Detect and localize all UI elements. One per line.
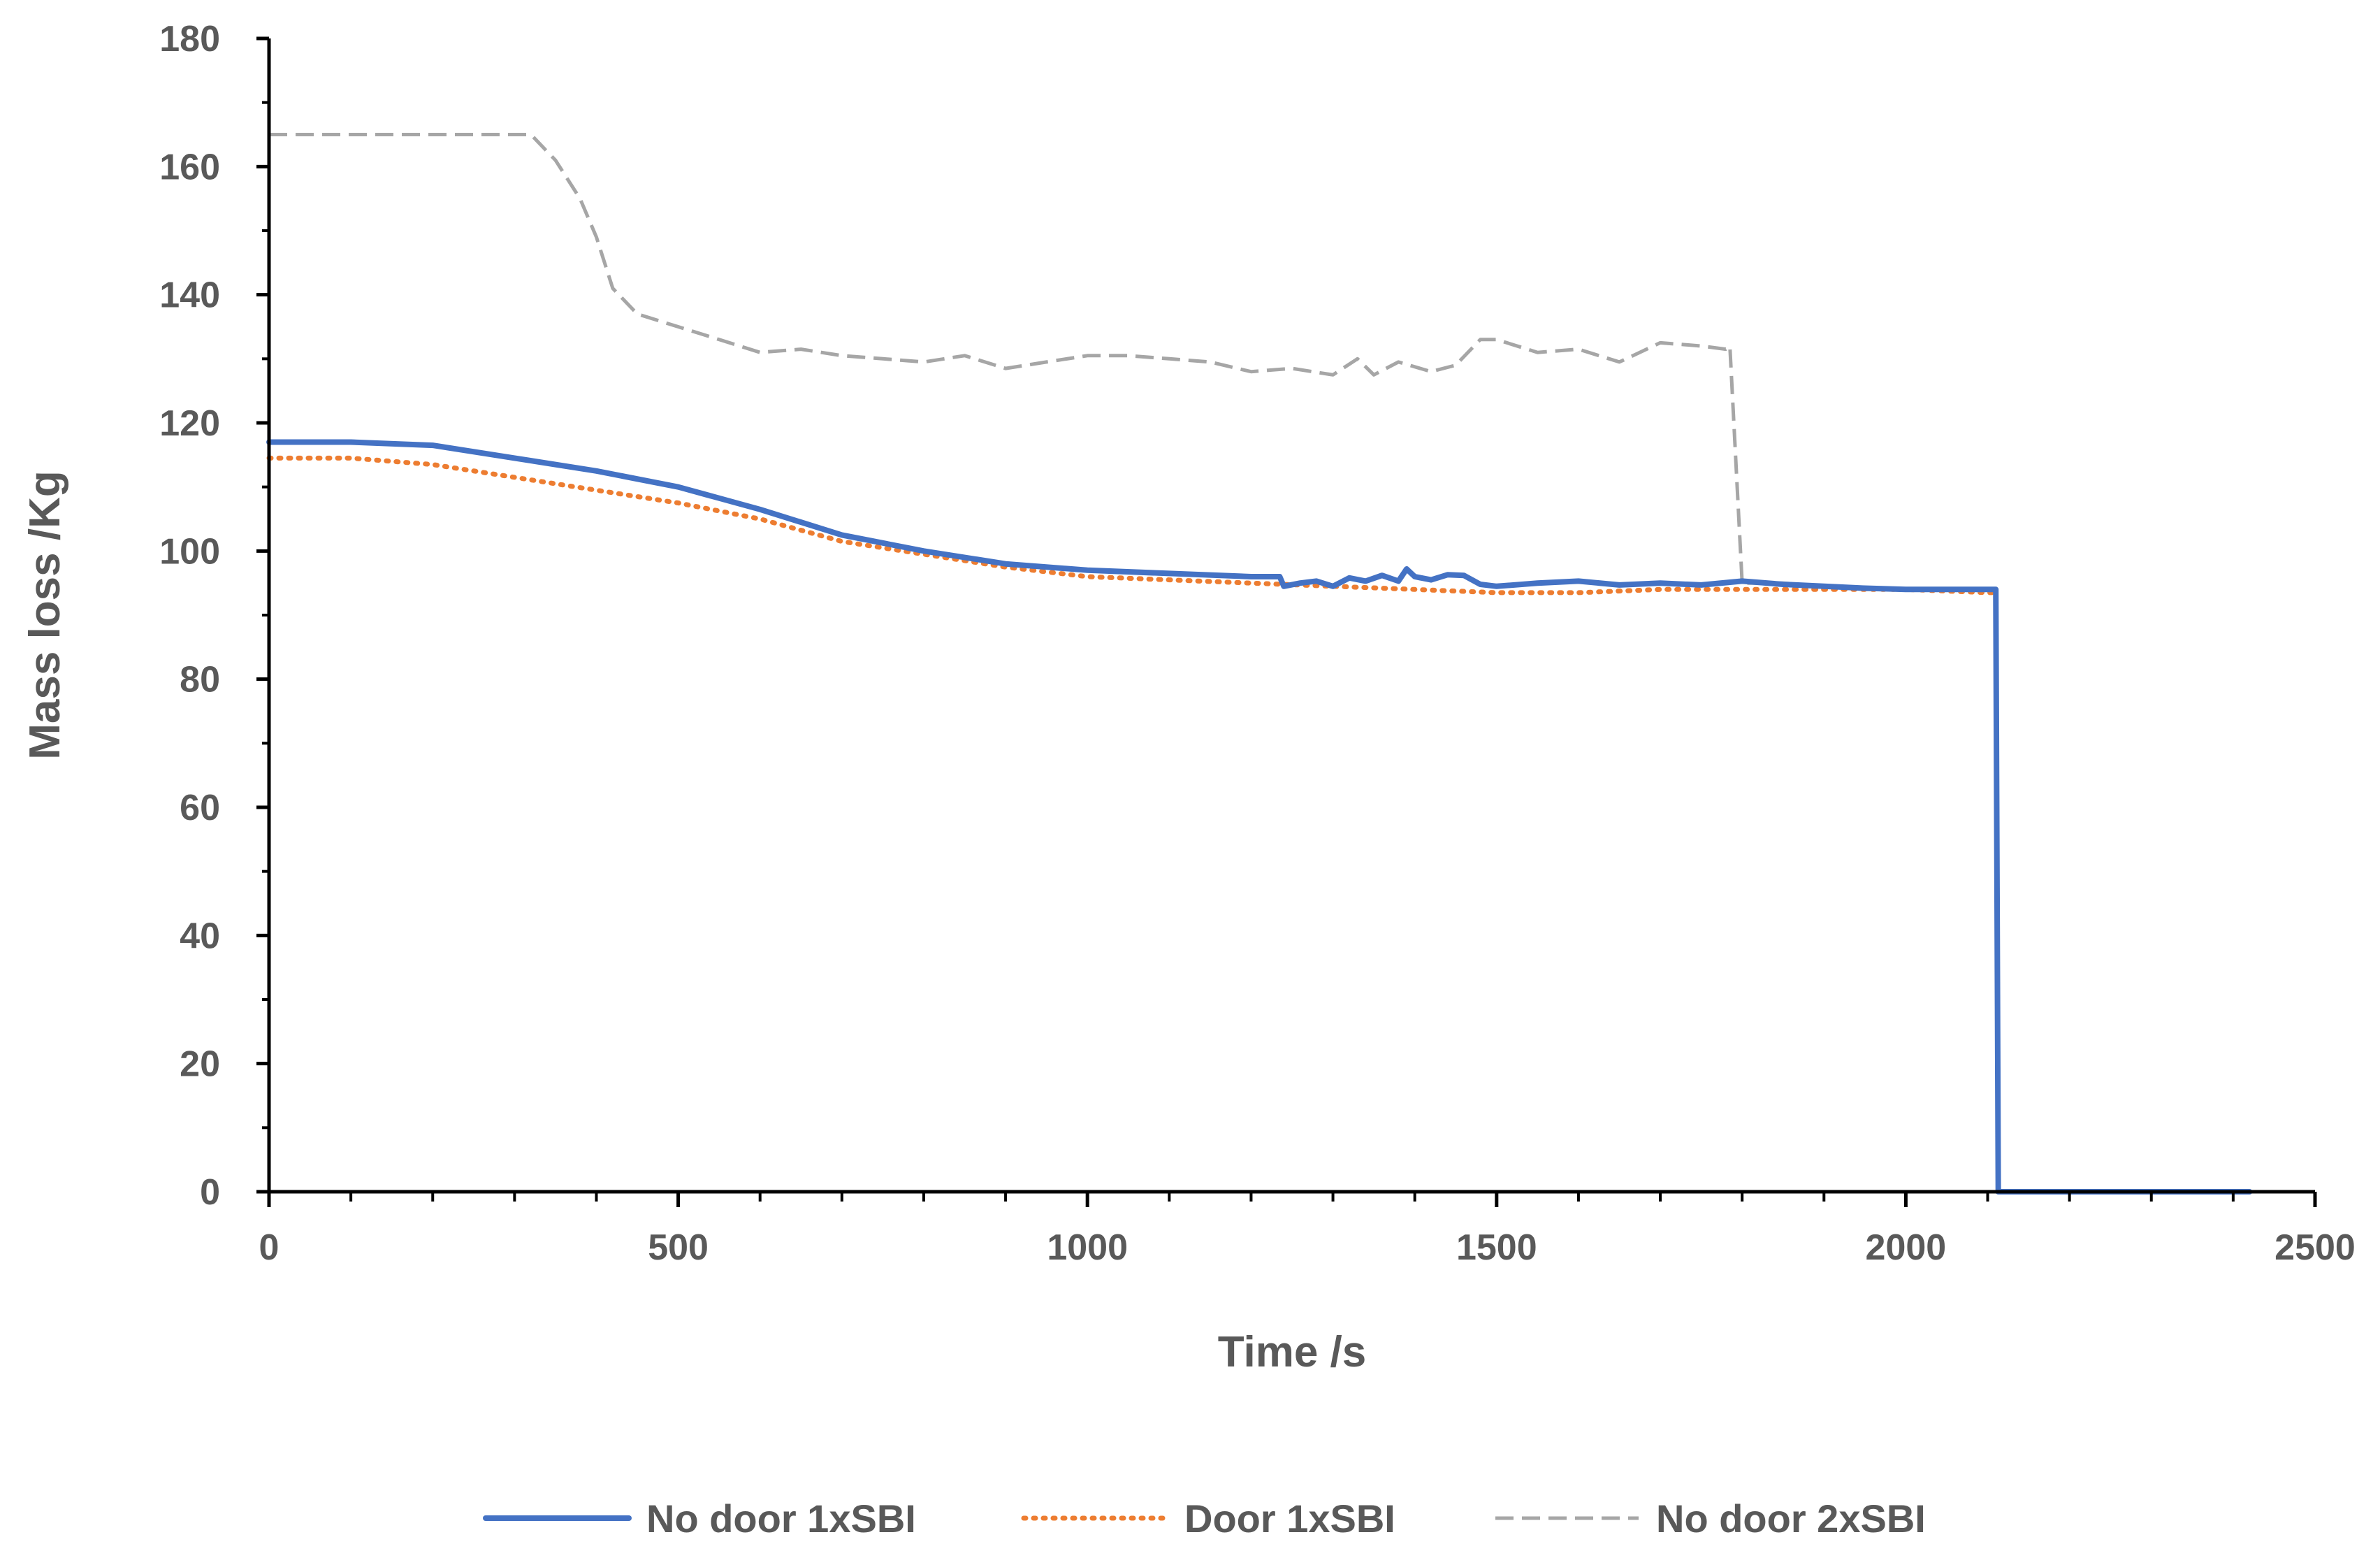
y-tick-label: 140 bbox=[159, 275, 220, 316]
y-tick-label: 160 bbox=[159, 147, 220, 187]
y-tick-label: 60 bbox=[180, 788, 220, 828]
legend-label-no-door-2xsbi: No door 2xSBI bbox=[1656, 1496, 1926, 1541]
x-tick-label: 2500 bbox=[2274, 1227, 2356, 1268]
y-tick-label: 20 bbox=[180, 1044, 220, 1085]
y-tick-label: 40 bbox=[180, 916, 220, 956]
x-tick-label: 2000 bbox=[1866, 1227, 1947, 1268]
y-tick-label: 100 bbox=[159, 531, 220, 572]
series-line-door-1xsbi bbox=[266, 455, 2252, 1195]
y-tick-label: 180 bbox=[159, 19, 220, 59]
y-tick-label: 0 bbox=[200, 1172, 220, 1213]
legend-label-door-1xsbi: Door 1xSBI bbox=[1184, 1496, 1395, 1541]
x-tick-label: 1500 bbox=[1456, 1227, 1537, 1268]
series-line-no-door-2xsbi bbox=[269, 133, 2250, 1194]
y-axis-title: Mass loss /Kg bbox=[21, 470, 69, 759]
series-line-no-door-1xsbi bbox=[266, 439, 2253, 1195]
x-tick-label: 0 bbox=[259, 1227, 280, 1268]
x-tick-label: 1000 bbox=[1047, 1227, 1128, 1268]
legend: No door 1xSBI Door 1xSBI No door 2xSBI bbox=[483, 1496, 1926, 1541]
series-layer bbox=[266, 133, 2253, 1195]
y-tick-label: 120 bbox=[159, 403, 220, 444]
x-axis-title: Time /s bbox=[1218, 1328, 1367, 1376]
legend-label-no-door-1xsbi: No door 1xSBI bbox=[646, 1496, 916, 1541]
axes-layer: 0 20 40 60 80 100 120 140 160 180 0 500 1000 1500 2000… bbox=[159, 19, 2356, 1268]
x-tick-label: 500 bbox=[648, 1227, 709, 1268]
y-tick-label: 80 bbox=[180, 660, 220, 700]
